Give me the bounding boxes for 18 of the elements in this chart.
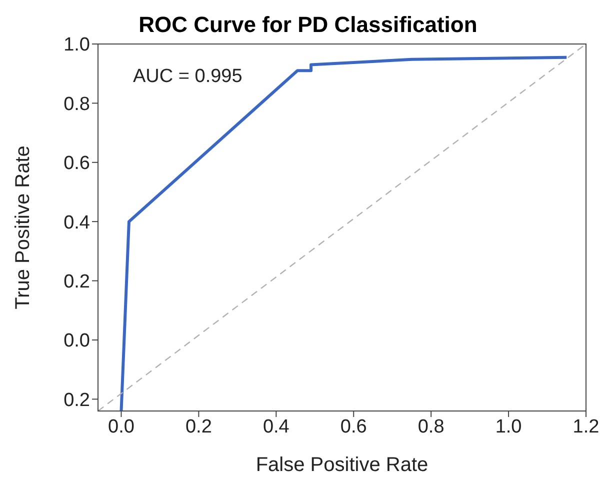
x-tick-label: 0.6: [340, 416, 367, 438]
chart-title: ROC Curve for PD Classification: [138, 12, 478, 37]
annotation: AUC = 0.995: [133, 66, 242, 88]
y-tick-label: 0.4: [64, 212, 90, 234]
x-tick-label: 1.2: [572, 416, 600, 438]
x-tick-label: 0.8: [418, 416, 444, 438]
x-tick-label: 0.2: [185, 416, 212, 438]
x-tick-label: 0.0: [108, 416, 134, 438]
x-axis-title: False Positive Rate: [256, 454, 428, 476]
y-tick-label: 1.0: [64, 34, 90, 56]
y-tick-label: 0.2: [64, 390, 90, 411]
y-tick-label: 0.8: [64, 94, 90, 115]
y-axis-title: True Positive Rate: [12, 146, 34, 310]
y-tick-label: 0.0: [64, 330, 90, 352]
y-tick-label: 0.2: [64, 272, 90, 293]
y-tick-label: 0.6: [64, 153, 90, 174]
x-tick-label: 1.0: [495, 416, 522, 438]
x-tick-label: 0.4: [262, 416, 290, 438]
